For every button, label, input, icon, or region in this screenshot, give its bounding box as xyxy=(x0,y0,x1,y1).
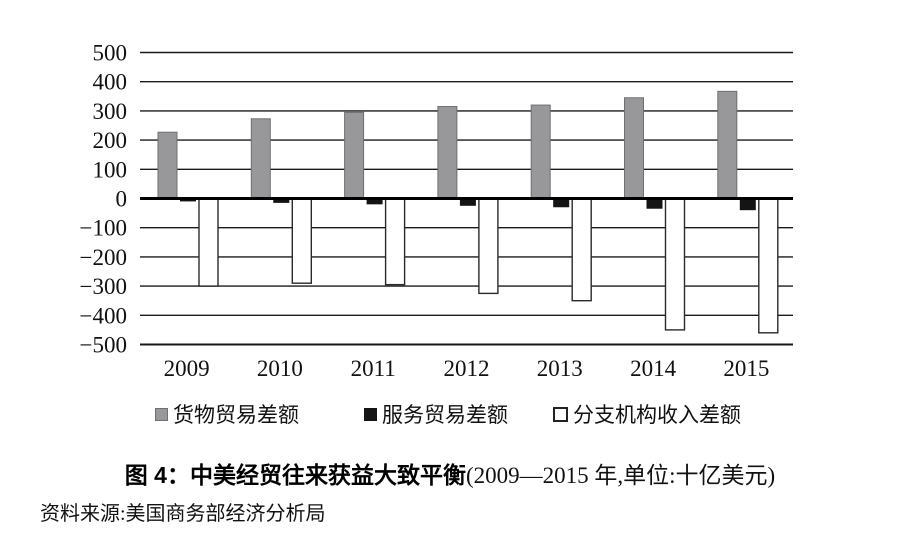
source-note: 资料来源:美国商务部经济分析局 xyxy=(40,503,326,525)
bar-goods-2015 xyxy=(717,90,738,199)
bar-goods-2009 xyxy=(157,131,178,199)
y-tick-label: 300 xyxy=(93,99,128,124)
figure-caption-note: (2009—2015 年,单位:十亿美元) xyxy=(465,463,776,488)
bar-branch-2010 xyxy=(291,197,312,284)
legend-label-goods: 货物贸易差额 xyxy=(173,403,299,427)
bar-branch-2011 xyxy=(384,197,406,286)
bar-goods-2012 xyxy=(437,106,458,199)
bar-goods-2014 xyxy=(624,97,644,199)
y-tick-label: −100 xyxy=(80,216,127,241)
x-tick-label: 2011 xyxy=(351,356,396,381)
legend-item-goods: 货物贸易差额 xyxy=(155,400,299,428)
x-tick-label: 2015 xyxy=(723,356,769,381)
figure-caption-title: 图 4：中美经贸往来获益大致平衡 xyxy=(124,462,466,488)
bar-goods-2011 xyxy=(344,111,365,199)
bar-branch-2013 xyxy=(571,197,592,302)
x-tick-label: 2010 xyxy=(257,356,303,381)
legend-item-branch: 分支机构收入差额 xyxy=(553,400,741,428)
bar-services-2011 xyxy=(366,198,383,205)
legend-label-branch: 分支机构收入差额 xyxy=(573,403,741,427)
bar-goods-2010 xyxy=(250,118,271,199)
x-tick-label: 2014 xyxy=(630,356,677,381)
bar-branch-2015 xyxy=(758,197,779,334)
services-swatch-icon xyxy=(364,407,377,421)
y-tick-label: 0 xyxy=(116,187,128,212)
bar-goods-2013 xyxy=(530,104,551,199)
bar-services-2012 xyxy=(459,198,476,206)
x-tick-label: 2013 xyxy=(537,356,583,381)
branch-swatch-icon xyxy=(553,406,568,422)
legend-label-services: 服务贸易差额 xyxy=(382,403,508,427)
figure-caption: 图 4：中美经贸往来获益大致平衡(2009—2015 年,单位:十亿美元) xyxy=(0,456,900,490)
x-tick-label: 2009 xyxy=(164,356,210,381)
bar-services-2013 xyxy=(553,198,570,208)
bar-branch-2009 xyxy=(198,197,219,287)
y-tick-label: −300 xyxy=(80,274,127,299)
goods-swatch-icon xyxy=(155,407,168,421)
y-tick-label: 100 xyxy=(93,157,128,182)
bar-branch-2014 xyxy=(664,197,686,331)
bar-services-2015 xyxy=(739,198,756,211)
y-tick-label: −400 xyxy=(80,303,127,328)
y-tick-label: 200 xyxy=(93,128,128,153)
bar-chart: 500 400 300 200 100 0 −100 −200 −300 −400 −500 2009… xyxy=(80,41,793,381)
x-tick-label: 2012 xyxy=(444,356,490,381)
bar-services-2010 xyxy=(273,198,290,203)
legend-item-services: 服务贸易差额 xyxy=(364,400,508,428)
y-tick-label: −500 xyxy=(80,333,127,358)
bar-branch-2012 xyxy=(478,197,499,295)
y-tick-label: −200 xyxy=(80,245,127,270)
y-tick-label: 400 xyxy=(93,70,128,95)
bar-services-2014 xyxy=(646,198,663,209)
y-tick-label: 500 xyxy=(93,41,128,66)
